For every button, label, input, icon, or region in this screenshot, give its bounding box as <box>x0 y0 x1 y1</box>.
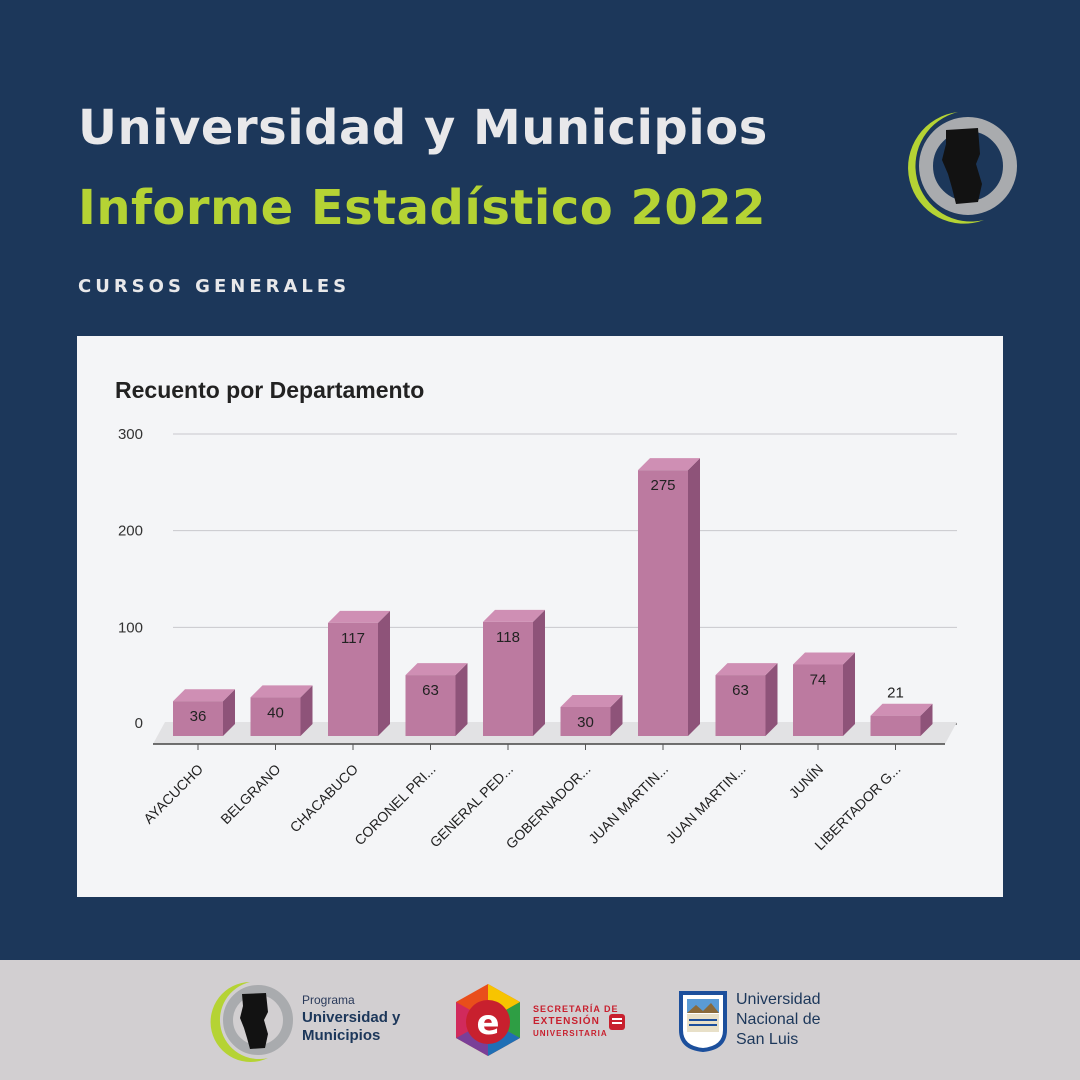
footer: Programa Universidad y Municipios e SECR… <box>0 960 1080 1080</box>
y-tick-label: 100 <box>118 619 143 636</box>
bar <box>715 663 778 736</box>
bar <box>173 689 235 736</box>
bar-top <box>483 609 545 622</box>
x-tick-label: JUNÍN <box>786 761 826 801</box>
x-tick-label: AYACUCHO <box>140 761 206 827</box>
bar <box>870 703 933 736</box>
secretaria-line3: UNIVERSITARIA <box>533 1029 608 1038</box>
bar-top <box>870 703 933 716</box>
secretaria-line2: EXTENSIÓN <box>533 1016 600 1027</box>
bar-side <box>300 685 313 736</box>
bar-top <box>173 689 235 702</box>
program-logo-icon <box>908 112 1017 224</box>
bar-side <box>223 689 235 736</box>
programa-name-line2: Municipios <box>302 1027 381 1044</box>
y-tick-label: 300 <box>118 426 143 443</box>
bar-side <box>765 663 778 736</box>
bar-front <box>173 701 223 736</box>
bar-side <box>688 458 700 736</box>
emblem-icon <box>609 1014 625 1030</box>
bar-front <box>715 675 766 736</box>
bar-top <box>250 685 313 698</box>
unsl-line1: Universidad <box>736 991 821 1008</box>
bar-side <box>610 695 623 736</box>
bar-side <box>378 610 390 736</box>
data-label: 275 <box>650 477 675 494</box>
bar-front <box>870 715 921 736</box>
bar <box>793 652 855 736</box>
data-label: 74 <box>810 671 827 688</box>
bar-front <box>250 697 301 736</box>
data-label: 30 <box>577 714 594 731</box>
program-logo-icon <box>210 982 293 1062</box>
page-subtitle-report: Informe Estadístico 2022 <box>78 180 767 236</box>
bar-side <box>533 609 545 736</box>
bar-top <box>793 652 855 665</box>
page-title: Universidad y Municipios <box>78 100 768 156</box>
x-tick-label: BELGRANO <box>217 761 283 827</box>
data-label: 63 <box>732 682 749 699</box>
chart-panel: Recuento por Departamento 0 100 200 300 36 A… <box>77 336 1003 897</box>
extension-logo-icon: e <box>456 984 520 1056</box>
bar-top <box>560 695 623 707</box>
bar-top <box>328 610 390 623</box>
unsl-shield-icon <box>679 991 727 1052</box>
bar <box>328 610 390 736</box>
y-tick-label: 200 <box>118 523 143 540</box>
bar-front <box>560 707 611 736</box>
x-tick-label: LIBERTADOR G... <box>811 761 903 853</box>
bar <box>405 663 468 736</box>
unsl-line3: San Luis <box>736 1031 799 1048</box>
programa-label: Programa <box>302 993 355 1007</box>
unsl-line2: Nacional de <box>736 1011 821 1028</box>
chart-title: Recuento por Departamento <box>115 377 424 403</box>
bar-side <box>920 703 933 736</box>
y-tick-label: 0 <box>135 715 143 732</box>
data-label: 36 <box>190 708 207 725</box>
x-tick-label: GENERAL PED... <box>426 761 516 851</box>
bar-front <box>405 675 456 736</box>
bar-front <box>483 621 533 736</box>
data-label: 117 <box>341 630 365 647</box>
data-label: 118 <box>496 629 520 646</box>
bar <box>483 609 545 736</box>
bar-front <box>793 664 843 736</box>
bar-top <box>638 458 700 471</box>
x-tick-label: CHACABUCO <box>287 761 362 836</box>
x-tick-label: GOBERNADOR... <box>503 761 594 852</box>
bar-side <box>843 652 855 736</box>
bar-side <box>455 663 468 736</box>
x-tick-label: JUAN MARTIN... <box>585 761 671 847</box>
programa-name-line1: Universidad y <box>302 1009 401 1026</box>
section-label: CURSOS GENERALES <box>78 276 351 297</box>
bar <box>250 685 313 736</box>
bar <box>560 695 623 736</box>
bar <box>638 458 700 736</box>
x-tick-label: CORONEL PRI... <box>351 761 438 848</box>
secretaria-line1: SECRETARÍA DE <box>533 1004 619 1014</box>
bar-top <box>715 663 778 676</box>
bar-front <box>638 470 688 736</box>
svg-text:e: e <box>476 1003 499 1043</box>
bar-top <box>405 663 468 676</box>
data-label: 21 <box>887 685 904 702</box>
x-tick-label: JUAN MARTIN... <box>663 761 749 847</box>
bar-front <box>328 622 378 736</box>
data-label: 63 <box>422 682 439 699</box>
data-label: 40 <box>267 704 284 721</box>
bar-chart: Recuento por Departamento 0 100 200 300 36 A… <box>115 377 957 853</box>
